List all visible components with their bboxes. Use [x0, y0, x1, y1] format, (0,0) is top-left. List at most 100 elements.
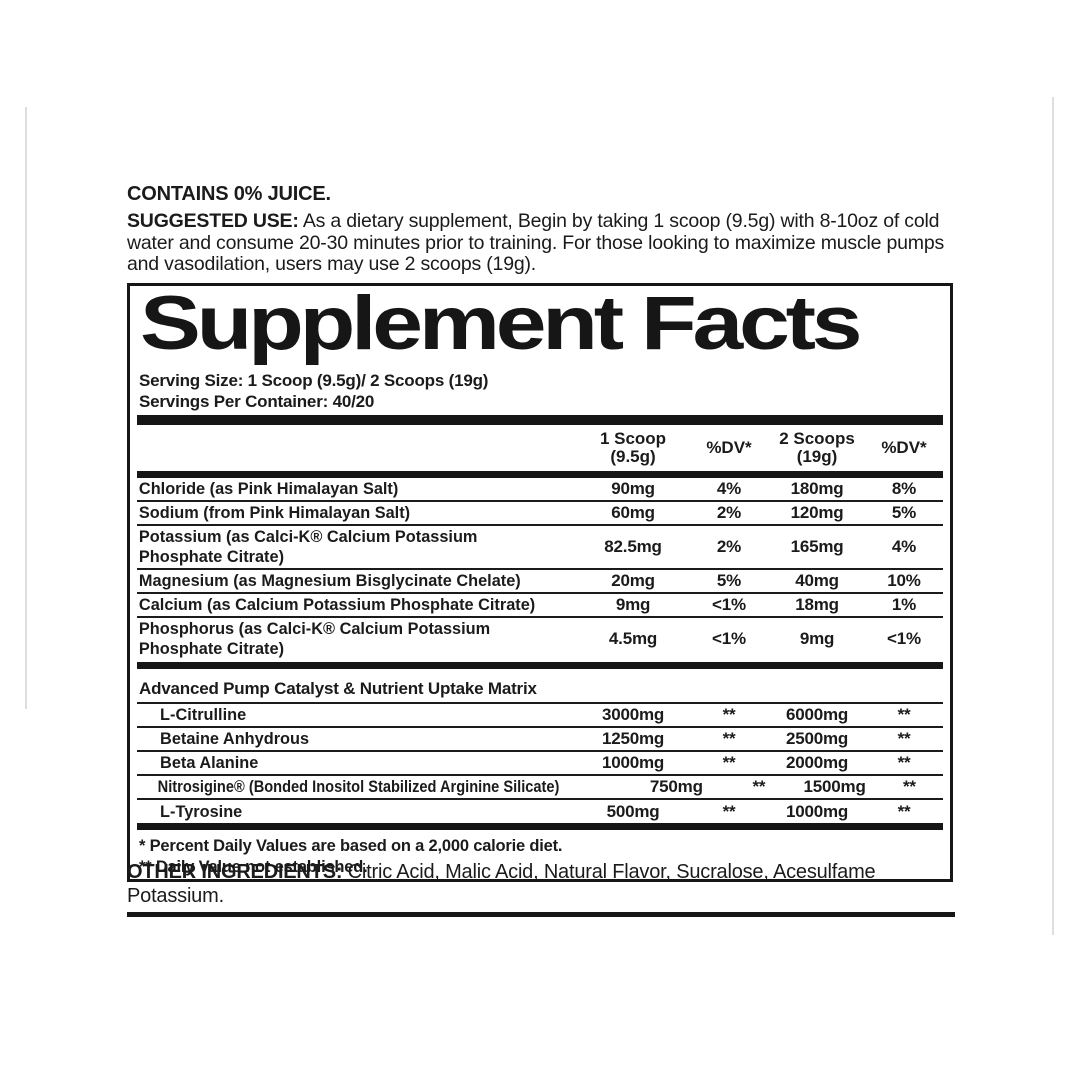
- dv-2scoops: 5%: [891, 503, 917, 522]
- header-2-scoops: 2 Scoops (19g): [769, 430, 865, 466]
- ingredient-name: Sodium (from Pink Himalayan Salt): [138, 503, 411, 522]
- dv-2scoops: **: [897, 705, 911, 724]
- divider-bar: [137, 823, 943, 830]
- table-row-l-tyrosine: L-Tyrosine 500mg ** 1000mg **: [137, 800, 943, 823]
- ingredient-name: Beta Alanine: [160, 753, 259, 772]
- dv-1scoop: <1%: [712, 629, 746, 648]
- dv-2scoops: **: [903, 777, 916, 796]
- table-row-sodium: Sodium (from Pink Himalayan Salt) 60mg 2…: [137, 502, 943, 526]
- dv-2scoops: 10%: [887, 571, 921, 590]
- header-1-scoop: 1 Scoop (9.5g): [577, 430, 689, 466]
- dv-2scoops: 1%: [891, 595, 917, 614]
- dv-1scoop: **: [722, 801, 736, 821]
- ingredient-name: Betaine Anhydrous: [160, 729, 310, 748]
- amount-1scoop: 1250mg: [601, 729, 665, 748]
- table-row-l-citrulline: L-Citrulline 3000mg ** 6000mg **: [137, 704, 943, 728]
- ingredient-name: L-Tyrosine: [160, 801, 243, 821]
- ingredient-name: L-Citrulline: [160, 705, 247, 724]
- dv-1scoop: 4%: [716, 479, 742, 498]
- supplement-facts-panel: Supplement Facts Serving Size: 1 Scoop (…: [127, 283, 953, 882]
- divider-bar: [137, 471, 943, 478]
- amount-1scoop: 90mg: [611, 479, 655, 498]
- dv-2scoops: **: [897, 801, 911, 821]
- footnotes: * Percent Daily Values are based on a 2,…: [137, 836, 943, 877]
- amount-1scoop: 20mg: [611, 571, 655, 590]
- amount-2scoops: 6000mg: [785, 705, 849, 724]
- header-dv-1: %DV*: [706, 438, 752, 457]
- dv-2scoops: 8%: [891, 479, 917, 498]
- top-text-block: CONTAINS 0% JUICE. SUGGESTED USE: As a d…: [127, 183, 955, 276]
- amount-1scoop: 3000mg: [601, 705, 665, 724]
- table-row-calcium: Calcium (as Calcium Potassium Phosphate …: [137, 594, 943, 618]
- amount-1scoop: 500mg: [606, 801, 660, 821]
- table-row-chloride: Chloride (as Pink Himalayan Salt) 90mg 4…: [137, 478, 943, 502]
- dv-1scoop: **: [722, 753, 736, 772]
- amount-2scoops: 2500mg: [785, 729, 849, 748]
- table-row-phosphorus: Phosphorus (as Calci-K® Calcium Potassiu…: [137, 618, 943, 660]
- dv-1scoop: **: [722, 705, 736, 724]
- amount-1scoop: 60mg: [611, 503, 655, 522]
- table-row-magnesium: Magnesium (as Magnesium Bisglycinate Che…: [137, 570, 943, 594]
- amount-1scoop: 1000mg: [601, 753, 665, 772]
- ingredient-name: Calcium (as Calcium Potassium Phosphate …: [138, 595, 536, 614]
- amount-2scoops: 120mg: [790, 503, 844, 522]
- amount-1scoop: 82.5mg: [604, 537, 662, 556]
- other-ingredients-line: OTHER INGREDIENTS: Citric Acid, Malic Ac…: [127, 860, 955, 908]
- dv-1scoop: **: [722, 729, 736, 748]
- ingredient-name: Nitrosigine® (Bonded Inositol Stabilized…: [157, 777, 560, 796]
- ingredient-name: Phosphorus (as Calci-K® Calcium Potassiu…: [138, 619, 491, 658]
- amount-2scoops: 18mg: [795, 595, 839, 614]
- bottom-rule: [127, 912, 955, 917]
- amount-2scoops: 40mg: [795, 571, 839, 590]
- other-ingredients-block: OTHER INGREDIENTS: Citric Acid, Malic Ac…: [127, 860, 955, 917]
- header-1-scoop-line2: (9.5g): [610, 447, 656, 466]
- table-row-beta-alanine: Beta Alanine 1000mg ** 2000mg **: [137, 752, 943, 776]
- ingredient-name: Magnesium (as Magnesium Bisglycinate Che…: [138, 571, 521, 590]
- dv-1scoop: 2%: [716, 537, 742, 556]
- dv-1scoop: **: [752, 777, 766, 796]
- ingredient-name: Chloride (as Pink Himalayan Salt): [138, 479, 399, 498]
- suggested-use-paragraph: SUGGESTED USE: As a dietary supplement, …: [127, 210, 955, 276]
- amount-1scoop: 4.5mg: [608, 629, 658, 648]
- photo-edge-left: [25, 107, 27, 709]
- ingredient-name: Potassium (as Calci-K® Calcium Potassium…: [138, 527, 478, 566]
- dv-2scoops: 4%: [891, 537, 917, 556]
- dv-1scoop: 2%: [716, 503, 742, 522]
- amount-2scoops: 2000mg: [785, 753, 849, 772]
- amount-2scoops: 9mg: [799, 629, 835, 648]
- table-row-nitrosigine: Nitrosigine® (Bonded Inositol Stabilized…: [137, 776, 943, 800]
- panel-title: Supplement Facts: [140, 281, 862, 366]
- dv-1scoop: <1%: [712, 595, 746, 614]
- amount-2scoops: 1500mg: [803, 777, 866, 796]
- photo-edge-right: [1052, 97, 1054, 935]
- dv-2scoops: <1%: [887, 629, 921, 648]
- matrix-section-title: Advanced Pump Catalyst & Nutrient Uptake…: [137, 673, 943, 704]
- servings-per-container-line: Servings Per Container: 40/20: [139, 392, 375, 411]
- divider-bar: [137, 662, 943, 669]
- header-1-scoop-line1: 1 Scoop: [599, 429, 667, 448]
- amount-2scoops: 1000mg: [785, 801, 849, 821]
- table-row-potassium: Potassium (as Calci-K® Calcium Potassium…: [137, 526, 943, 570]
- serving-size-line: Serving Size: 1 Scoop (9.5g)/ 2 Scoops (…: [139, 371, 489, 390]
- other-ingredients-label: OTHER INGREDIENTS:: [127, 861, 343, 883]
- footnote-not-established: ** Daily Value not established.: [139, 857, 368, 876]
- column-header-row: 1 Scoop (9.5g) %DV* 2 Scoops (19g) %DV*: [137, 425, 943, 471]
- dv-1scoop: 5%: [716, 571, 742, 590]
- header-2-scoops-line1: 2 Scoops: [779, 429, 855, 448]
- footnote-daily-value: * Percent Daily Values are based on a 2,…: [139, 837, 563, 855]
- table-row-betaine: Betaine Anhydrous 1250mg ** 2500mg **: [137, 728, 943, 752]
- amount-2scoops: 180mg: [790, 479, 844, 498]
- dv-2scoops: **: [897, 729, 911, 748]
- suggested-use-text: As a dietary supplement, Begin by taking…: [127, 210, 945, 275]
- contains-juice-line: CONTAINS 0% JUICE.: [127, 183, 331, 205]
- header-2-scoops-line2: (19g): [796, 447, 838, 466]
- amount-1scoop: 9mg: [615, 595, 651, 614]
- dv-2scoops: **: [897, 753, 911, 772]
- other-ingredients-text: Citric Acid, Malic Acid, Natural Flavor,…: [127, 861, 876, 907]
- amount-2scoops: 165mg: [790, 537, 844, 556]
- divider-bar: [137, 415, 943, 425]
- header-dv-2: %DV*: [881, 438, 927, 457]
- amount-1scoop: 750mg: [649, 777, 703, 796]
- suggested-use-label: SUGGESTED USE:: [127, 210, 299, 232]
